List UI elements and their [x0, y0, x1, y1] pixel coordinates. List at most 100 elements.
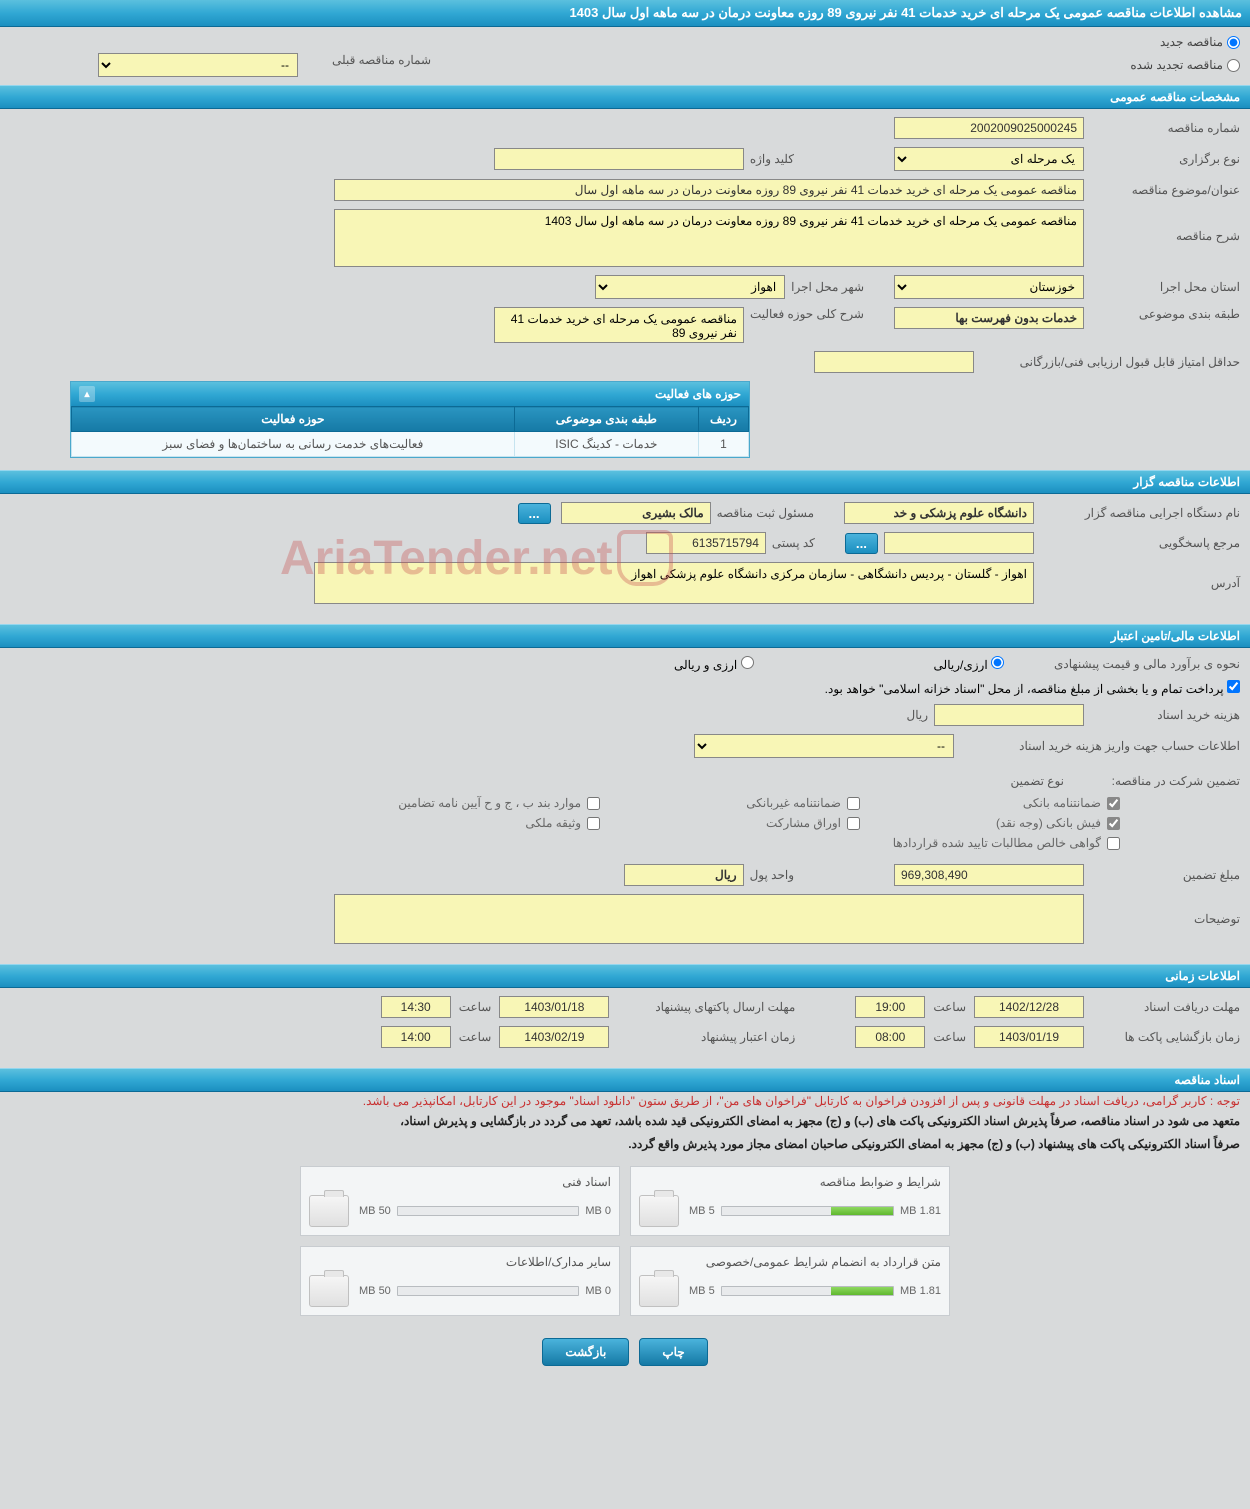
doc-card[interactable]: سایر مدارک/اطلاعات0 MB50 MB — [300, 1246, 620, 1316]
subject-input[interactable] — [334, 179, 1084, 201]
address-label: آدرس — [1040, 562, 1240, 590]
doc-card[interactable]: شرایط و ضوابط مناقصه1.81 MB5 MB — [630, 1166, 950, 1236]
tender-no-label: شماره مناقصه — [1090, 121, 1240, 135]
keyword-input[interactable] — [494, 148, 744, 170]
postal-input[interactable] — [646, 532, 766, 554]
back-button[interactable]: بازگشت — [542, 1338, 629, 1366]
packet-deadline-label: مهلت ارسال پاکتهای پیشنهاد — [615, 1000, 795, 1014]
classification-input[interactable] — [894, 307, 1084, 329]
subject-label: عنوان/موضوع مناقصه — [1090, 183, 1240, 197]
validity-time-label: ساعت — [459, 1030, 492, 1044]
tender-mode-radios-2: مناقصه تجدید شده شماره مناقصه قبلی -- — [0, 53, 1250, 81]
prev-number-label: شماره مناقصه قبلی — [332, 53, 431, 77]
radio-renewed-tender-label: مناقصه تجدید شده — [1130, 58, 1223, 72]
activity-panel-title: حوزه های فعالیت ▴ — [71, 382, 749, 406]
radio-new-tender[interactable]: مناقصه جدید — [1160, 35, 1240, 49]
chk-bylaws[interactable]: موارد بند ب ، ج و ح آیین نامه تضامین — [380, 796, 600, 810]
activity-panel: حوزه های فعالیت ▴ ردیف طبقه بندی موضوعی … — [70, 381, 750, 458]
registrar-label: مسئول ثبت مناقصه — [717, 506, 814, 520]
doc-title: اسناد فنی — [309, 1175, 611, 1189]
chk-bank-guarantee[interactable]: ضمانتنامه بانکی — [900, 796, 1120, 810]
chk-contract-cert[interactable]: گواهی خالص مطالبات تایید شده قراردادها — [640, 836, 1120, 850]
agency-label: نام دستگاه اجرایی مناقصه گزار — [1040, 506, 1240, 520]
section-organizer: اطلاعات مناقصه گزار — [0, 470, 1250, 494]
currency-input[interactable] — [624, 864, 744, 886]
keyword-label: کلید واژه — [750, 152, 794, 166]
guarantee-amount-label: مبلغ تضمین — [1090, 868, 1240, 882]
treasury-check[interactable]: پرداخت تمام و یا بخشی از مبلغ مناقصه، از… — [825, 680, 1240, 696]
holding-type-select[interactable]: یک مرحله ای — [894, 147, 1084, 171]
radio-renewed-tender-input[interactable] — [1227, 59, 1240, 72]
radio-new-tender-input[interactable] — [1227, 36, 1240, 49]
deposit-account-select[interactable]: -- — [694, 734, 954, 758]
opening-time[interactable] — [855, 1026, 925, 1048]
description-textarea[interactable]: مناقصه عمومی یک مرحله ای خرید خدمات 41 ن… — [334, 209, 1084, 267]
notes-textarea[interactable] — [334, 894, 1084, 944]
folder-icon — [639, 1195, 679, 1227]
packet-deadline-date[interactable] — [499, 996, 609, 1018]
tender-no-input[interactable] — [894, 117, 1084, 139]
doc-title: سایر مدارک/اطلاعات — [309, 1255, 611, 1269]
activity-table: ردیف طبقه بندی موضوعی حوزه فعالیت 1خدمات… — [71, 406, 749, 457]
activity-cell-n: 1 — [699, 432, 749, 457]
activity-summary-textarea[interactable]: مناقصه عمومی یک مرحله ای خرید خدمات 41 ن… — [494, 307, 744, 343]
responder-more-button[interactable]: ... — [845, 533, 878, 554]
doc-total: 50 MB — [359, 1285, 391, 1297]
doc-used: 1.81 MB — [900, 1205, 941, 1217]
doc-cost-input[interactable] — [934, 704, 1084, 726]
min-score-input[interactable] — [814, 351, 974, 373]
table-row: 1خدمات - کدینگ ISICفعالیت‌های خدمت رسانی… — [72, 432, 749, 457]
section-general: مشخصات مناقصه عمومی — [0, 85, 1250, 109]
doc-cost-unit: ریال — [906, 708, 928, 722]
doc-deadline-time[interactable] — [855, 996, 925, 1018]
guarantee-label: تضمین شرکت در مناقصه: — [1070, 774, 1240, 788]
validity-date[interactable] — [499, 1026, 609, 1048]
activity-th-row: ردیف — [699, 407, 749, 432]
collapse-icon[interactable]: ▴ — [79, 386, 95, 402]
treasury-checkbox[interactable] — [1227, 680, 1240, 693]
packet-deadline-time[interactable] — [381, 996, 451, 1018]
activity-cell-area: فعالیت‌های خدمت رسانی به ساختمان‌ها و فض… — [72, 432, 515, 457]
radio-renewed-tender[interactable]: مناقصه تجدید شده — [1130, 53, 1240, 77]
doc-progress — [397, 1206, 580, 1216]
estimate-opt2[interactable]: ارزی و ریالی — [674, 656, 754, 672]
doc-used: 0 MB — [585, 1205, 611, 1217]
postal-label: کد پستی — [772, 536, 815, 550]
agency-input[interactable] — [844, 502, 1034, 524]
chk-securities[interactable]: اوراق مشارکت — [640, 816, 860, 830]
estimate-opt1-input[interactable] — [991, 656, 1004, 669]
activity-th-area: حوزه فعالیت — [72, 407, 515, 432]
doc-card[interactable]: اسناد فنی 0 MB 50 MB — [300, 1166, 620, 1236]
doc-title: متن قرارداد به انضمام شرایط عمومی/خصوصی — [639, 1255, 941, 1269]
estimate-opt1[interactable]: ارزی/ریالی — [934, 656, 1004, 672]
opening-time-label: ساعت — [933, 1030, 966, 1044]
doc-deadline-date[interactable] — [974, 996, 1084, 1018]
address-textarea[interactable]: اهواز - گلستان - پردیس دانشگاهی - سازمان… — [314, 562, 1034, 604]
opening-date[interactable] — [974, 1026, 1084, 1048]
doc-card[interactable]: متن قرارداد به انضمام شرایط عمومی/خصوصی1… — [630, 1246, 950, 1316]
city-select[interactable]: اهواز — [595, 275, 785, 299]
responder-input[interactable] — [884, 532, 1034, 554]
chk-bank-receipt[interactable]: فیش بانکی (وجه نقد) — [900, 816, 1120, 830]
print-button[interactable]: چاپ — [639, 1338, 707, 1366]
province-select[interactable]: خوزستان — [894, 275, 1084, 299]
docs-grid: شرایط و ضوابط مناقصه1.81 MB5 MBاسناد فنی… — [0, 1166, 1250, 1316]
province-label: استان محل اجرا — [1090, 280, 1240, 294]
more-button[interactable]: ... — [518, 503, 551, 524]
packet-deadline-time-label: ساعت — [459, 1000, 492, 1014]
registrar-input[interactable] — [561, 502, 711, 524]
guarantee-amount-input[interactable] — [894, 864, 1084, 886]
chk-nonbank-guarantee[interactable]: ضمانتنامه غیربانکی — [640, 796, 860, 810]
footer-buttons: چاپ بازگشت — [0, 1326, 1250, 1378]
section-timing: اطلاعات زمانی — [0, 964, 1250, 988]
doc-total: 50 MB — [359, 1205, 391, 1217]
organizer-content: نام دستگاه اجرایی مناقصه گزار مسئول ثبت … — [0, 494, 1250, 620]
chk-property[interactable]: وثیقه ملکی — [380, 816, 600, 830]
estimate-opt2-input[interactable] — [741, 656, 754, 669]
prev-number-select[interactable]: -- — [98, 53, 298, 77]
validity-time[interactable] — [381, 1026, 451, 1048]
doc-deadline-time-label: ساعت — [933, 1000, 966, 1014]
doc-deadline-label: مهلت دریافت اسناد — [1090, 1000, 1240, 1014]
validity-label: زمان اعتبار پیشنهاد — [615, 1030, 795, 1044]
doc-title: شرایط و ضوابط مناقصه — [639, 1175, 941, 1189]
